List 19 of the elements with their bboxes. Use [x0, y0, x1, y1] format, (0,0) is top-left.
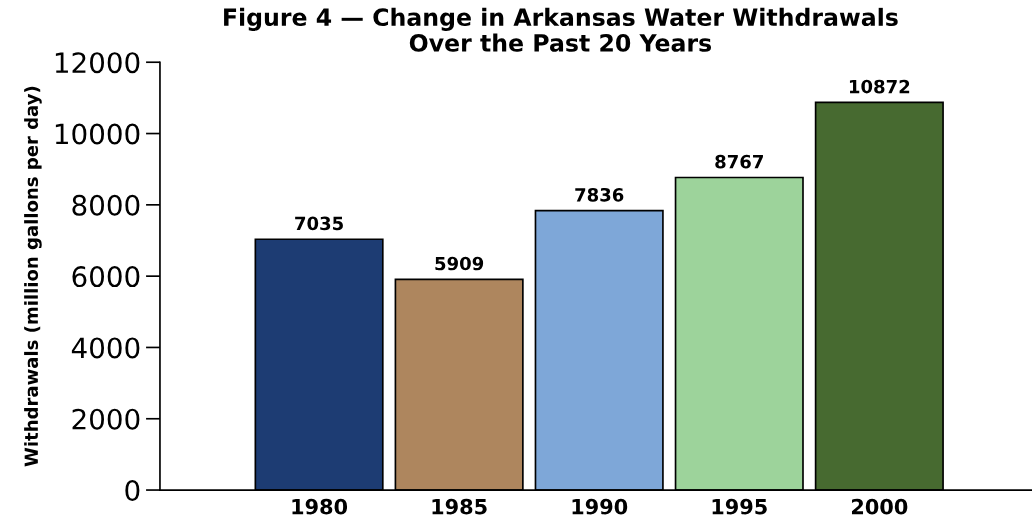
y-tick-label: 8000: [72, 194, 140, 216]
x-tick-label: 1985: [432, 498, 487, 515]
y-tick-label: 10000: [55, 123, 140, 145]
data-label: 5909: [435, 256, 484, 271]
x-tick-label: 1995: [712, 498, 767, 515]
x-tick-label: 1980: [292, 498, 348, 515]
data-label: 7836: [575, 187, 624, 202]
chart-title: Figure 4 — Change in Arkansas Water Withdrawals Over the Past 20 Years: [224, 7, 898, 52]
y-tick-label: 12000: [55, 52, 140, 74]
data-label: 8767: [715, 154, 763, 169]
y-tick-label: 4000: [71, 337, 140, 359]
data-label: 7035: [295, 216, 343, 231]
y-axis-title: Withdrawals (million gallons per day): [24, 86, 42, 467]
x-tick-label: 2000: [851, 498, 908, 515]
y-tick-label: 6000: [72, 266, 140, 288]
x-tick-label: 1990: [572, 498, 628, 515]
y-tick-label: 2000: [72, 408, 140, 430]
y-tick-label: 0: [125, 479, 140, 501]
data-label: 10872: [849, 79, 910, 94]
